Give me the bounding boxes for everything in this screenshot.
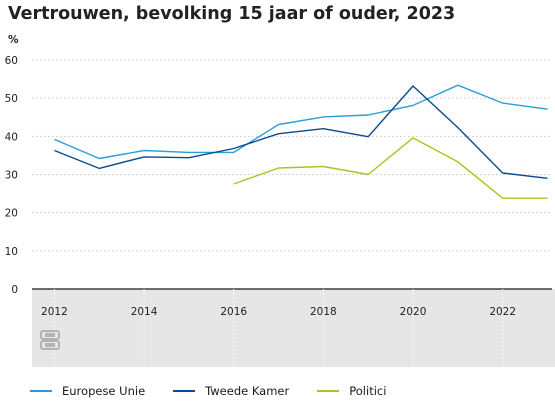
- legend-item-europese-unie: Europese Unie: [30, 384, 145, 398]
- series-lines: [54, 84, 548, 199]
- x-tick-label: 2018: [310, 306, 337, 318]
- x-tick-label: 2014: [131, 306, 158, 318]
- x-tick-label: 2012: [41, 306, 68, 318]
- line-chart: 0 10 20 30 40 50 60 2012 2014 2016 2018 2020 2022 %: [5, 34, 555, 367]
- x-axis-band: [32, 289, 555, 367]
- x-tick-label: 2016: [220, 306, 247, 318]
- legend-item-tweede-kamer: Tweede Kamer: [173, 384, 289, 398]
- y-tick-labels: 0 10 20 30 40 50 60: [5, 55, 18, 296]
- y-tick-label: 40: [5, 131, 18, 143]
- cbs-logo-icon: [40, 330, 60, 350]
- legend-label: Politici: [349, 384, 387, 398]
- y-tick-label: 10: [5, 246, 18, 258]
- x-tick-label: 2022: [489, 306, 516, 318]
- legend-swatch: [30, 390, 52, 392]
- legend-item-politici: Politici: [317, 384, 386, 398]
- chart-title: Vertrouwen, bevolking 15 jaar of ouder, …: [8, 4, 456, 24]
- y-tick-label: 30: [5, 170, 18, 182]
- y-tick-label: 50: [5, 93, 18, 105]
- legend-label: Tweede Kamer: [205, 384, 290, 398]
- series-line-europese-unie: [54, 84, 548, 160]
- x-tick-label: 2020: [400, 306, 427, 318]
- legend-swatch: [317, 390, 340, 392]
- y-tick-label: 60: [5, 55, 18, 67]
- x-tick-labels: 2012 2014 2016 2018 2020 2022: [41, 306, 516, 318]
- legend-label: Europese Unie: [62, 384, 146, 398]
- legend-swatch: [173, 390, 196, 392]
- y-axis-unit: %: [8, 34, 19, 46]
- legend: Europese Unie Tweede Kamer Politici: [30, 384, 414, 398]
- gridlines: [32, 59, 552, 290]
- y-tick-label: 0: [11, 284, 18, 296]
- x-gridlines: [53, 289, 504, 367]
- y-tick-label: 20: [5, 208, 18, 220]
- series-line-politici: [233, 137, 548, 199]
- series-line-tweede-kamer: [54, 85, 548, 179]
